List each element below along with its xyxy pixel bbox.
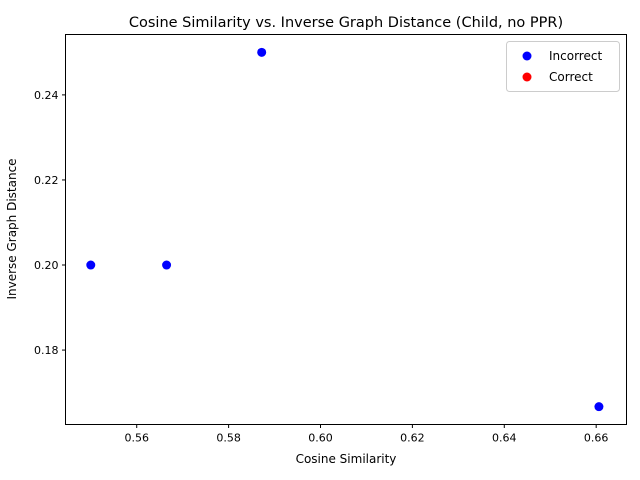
y-tick-label: 0.20 [34, 259, 59, 272]
data-point-incorrect-0 [86, 260, 96, 270]
legend-label-correct: Correct [549, 70, 593, 84]
data-point-incorrect-3 [594, 402, 604, 412]
legend-label-incorrect: Incorrect [549, 49, 602, 63]
points-layer [86, 47, 604, 412]
y-axis: 0.18 0.20 0.22 0.24 [34, 89, 66, 357]
legend: Incorrect Correct [506, 41, 620, 92]
x-tick-label: 0.64 [492, 432, 517, 445]
chart-title: Cosine Similarity vs. Inverse Graph Dist… [129, 15, 563, 31]
legend-marker-incorrect [522, 51, 532, 61]
x-tick-label: 0.56 [124, 432, 149, 445]
y-axis-label: Inverse Graph Distance [5, 158, 19, 299]
data-point-incorrect-1 [162, 260, 172, 270]
x-tick-label: 0.62 [400, 432, 425, 445]
x-tick-label: 0.60 [308, 432, 333, 445]
legend-marker-correct [522, 72, 532, 82]
x-tick-label: 0.58 [216, 432, 241, 445]
legend-box [506, 41, 620, 92]
x-axis-label: Cosine Similarity [296, 452, 397, 466]
x-axis: 0.56 0.58 0.60 0.62 0.64 0.66 [124, 424, 609, 445]
y-tick-label: 0.24 [34, 89, 59, 102]
plot-frame [65, 34, 627, 425]
x-tick-label: 0.66 [584, 432, 609, 445]
y-tick-label: 0.22 [34, 174, 59, 187]
y-tick-label: 0.18 [34, 344, 59, 357]
data-point-incorrect-2 [257, 47, 267, 57]
